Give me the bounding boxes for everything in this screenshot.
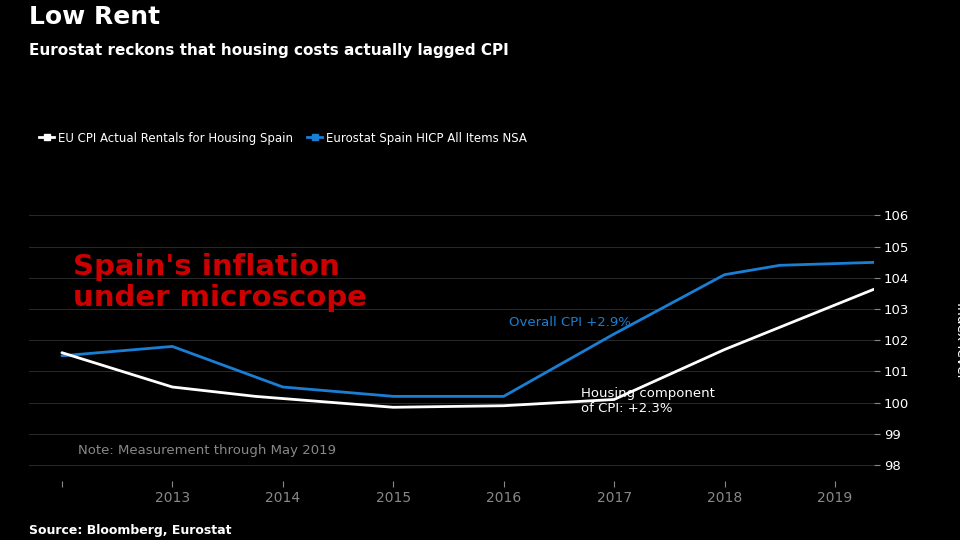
Text: Note: Measurement through May 2019: Note: Measurement through May 2019 <box>79 444 337 457</box>
Text: Overall CPI +2.9%: Overall CPI +2.9% <box>509 316 631 329</box>
Text: Eurostat reckons that housing costs actually lagged CPI: Eurostat reckons that housing costs actu… <box>29 43 509 58</box>
Text: under microscope: under microscope <box>73 284 367 312</box>
Text: Spain's inflation: Spain's inflation <box>73 253 340 281</box>
Text: Housing component
of CPI: +2.3%: Housing component of CPI: +2.3% <box>581 387 715 415</box>
Text: Source: Bloomberg, Eurostat: Source: Bloomberg, Eurostat <box>29 524 231 537</box>
Text: Low Rent: Low Rent <box>29 5 160 29</box>
Legend: EU CPI Actual Rentals for Housing Spain, Eurostat Spain HICP All Items NSA: EU CPI Actual Rentals for Housing Spain,… <box>35 127 532 150</box>
Y-axis label: Index level: Index level <box>953 302 960 378</box>
